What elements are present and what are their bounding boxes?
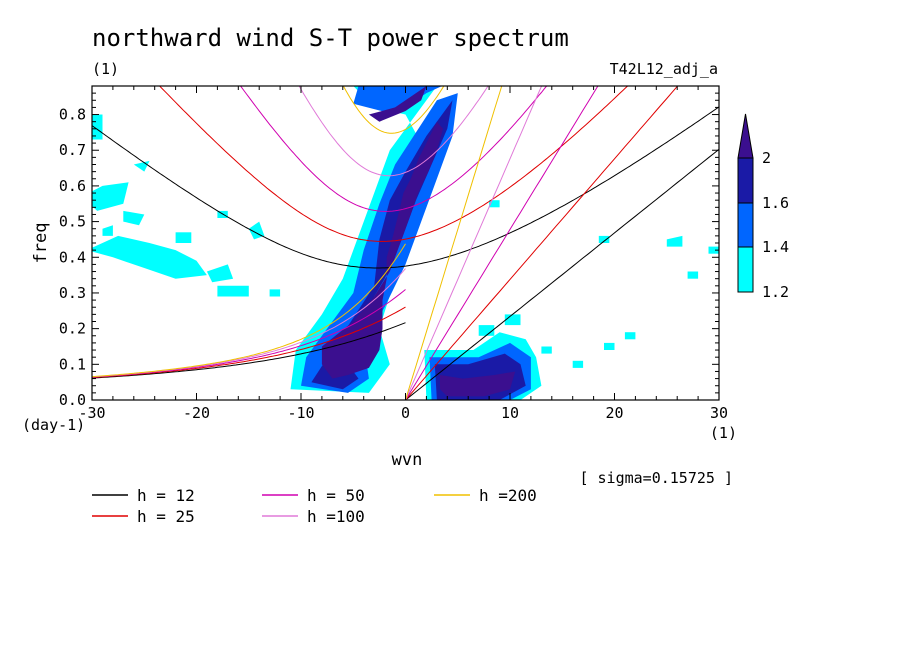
kelvin-curve-h50 (405, 86, 599, 400)
contour-region (572, 360, 584, 368)
y-tick-label: 0.1 (59, 355, 86, 373)
contour-region (133, 160, 150, 172)
axis-ticks (91, 85, 720, 401)
contour-region (269, 289, 281, 297)
contour-region (604, 342, 615, 350)
x-tick-label: 20 (605, 404, 623, 422)
x-axis-unit: (1) (710, 424, 737, 442)
x-tick-label: 30 (710, 404, 728, 422)
inertia-gravity-curve-h25 (158, 86, 629, 242)
colorbar-label: 1.6 (762, 194, 789, 212)
contour-region (206, 264, 234, 283)
kelvin-curve-h200 (405, 86, 503, 400)
colorbar-top-triangle (737, 113, 754, 159)
y-tick-label: 0.7 (59, 141, 86, 159)
contour-region (217, 285, 249, 297)
kelvin-curve-h12 (405, 148, 719, 400)
contour-region (666, 235, 683, 247)
legend-label-h200: h =200 (479, 486, 537, 505)
y-tick-label: 0.5 (59, 213, 86, 231)
contour-region (598, 235, 610, 243)
colorbar-label: 2 (762, 149, 771, 167)
y-tick-label: 0.4 (59, 248, 86, 266)
y-tick-label: 0.2 (59, 320, 86, 338)
contour-region (368, 86, 427, 122)
contour-region (175, 232, 192, 243)
y-axis-label: freq (31, 223, 51, 264)
y-tick-label: 0.3 (59, 284, 86, 302)
legend-label-h50: h = 50 (307, 486, 365, 505)
rossby-gravity-curve-h200 (92, 243, 406, 378)
contour-region (504, 314, 521, 326)
y-tick-labels: 0.0 0.1 0.2 0.3 0.4 0.5 0.6 0.7 0.8 (59, 106, 86, 410)
contour-region (541, 346, 552, 354)
legend: h = 12 h = 25 h = 50 h =100 h =200 (92, 486, 537, 526)
contour-region (102, 225, 113, 236)
contour-region (440, 371, 516, 397)
x-tick-label: -10 (287, 404, 314, 422)
contour-region (92, 114, 103, 140)
inertia-gravity-curve-h100 (298, 86, 489, 177)
contour-region (624, 332, 636, 340)
y-tick-label: 0.0 (59, 391, 86, 409)
contour-region (708, 246, 719, 254)
x-axis-label: wvn (392, 450, 423, 470)
contour-region (321, 121, 444, 379)
colorbar-swatch (737, 157, 754, 204)
x-tick-label: -30 (78, 404, 105, 422)
colorbar-swatch (737, 202, 754, 248)
y-axis-unit: (day-1) (22, 416, 85, 434)
contour-region (478, 325, 495, 336)
contour-fill-layer (92, 86, 719, 400)
kelvin-curve-h100 (405, 86, 543, 400)
colorbar-label: 1.2 (762, 283, 789, 301)
inertia-gravity-curve-h12 (92, 106, 719, 269)
y-tick-label: 0.8 (59, 106, 86, 124)
rossby-gravity-curve-h12 (92, 322, 406, 379)
colorbar-label: 1.4 (762, 238, 789, 256)
colorbar: 2 1.6 1.4 1.2 (737, 113, 789, 301)
legend-label-h100: h =100 (307, 507, 365, 526)
chart-title: northward wind S-T power spectrum (92, 24, 569, 52)
contour-region (92, 235, 207, 279)
dispersion-curves-layer (92, 86, 719, 400)
legend-label-h25: h = 25 (137, 507, 195, 526)
y-tick-label: 0.6 (59, 177, 86, 195)
chart-subtitle-right: T42L12_adj_a (610, 60, 718, 78)
legend-label-h12: h = 12 (137, 486, 195, 505)
colorbar-swatch (737, 246, 754, 293)
contour-region (123, 210, 145, 226)
inertia-gravity-curve-h200 (342, 86, 445, 134)
contour-region (687, 271, 699, 279)
chart-subtitle-left: (1) (92, 60, 119, 78)
contour-region (92, 182, 129, 211)
sigma-note: [ sigma=0.15725 ] (579, 469, 733, 487)
x-tick-label: 10 (501, 404, 519, 422)
kelvin-curve-h25 (405, 86, 679, 400)
x-tick-label: 0 (401, 404, 410, 422)
x-tick-label: -20 (183, 404, 210, 422)
x-tick-labels: -30 -20 -10 0 10 20 30 (78, 404, 728, 422)
inertia-gravity-curve-h50 (239, 86, 548, 212)
